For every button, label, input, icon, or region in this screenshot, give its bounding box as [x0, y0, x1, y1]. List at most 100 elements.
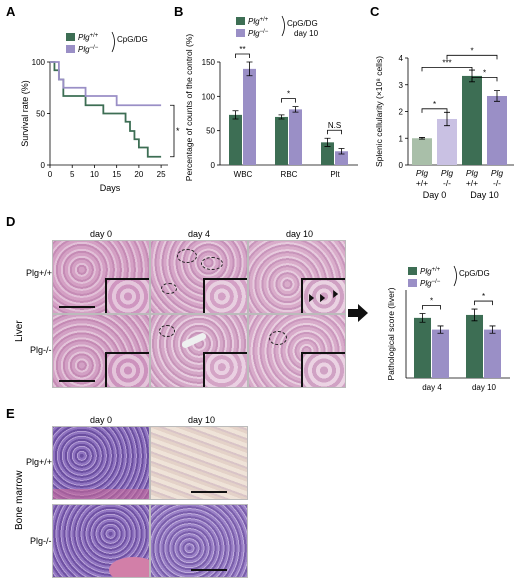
bm-micrograph-wt-day10 — [150, 426, 248, 500]
y-tick-label: 3 — [399, 81, 404, 90]
legend-swatch — [66, 45, 75, 53]
panel-label-a: A — [6, 4, 16, 19]
bar — [462, 75, 482, 165]
liver-tissue-label: Liver — [14, 320, 25, 342]
y-axis-label: Pathological score (liver) — [386, 287, 396, 380]
error-bar — [437, 325, 444, 334]
significance-bracket — [235, 53, 250, 58]
category-label: Plg — [416, 168, 429, 178]
scale-bar — [191, 569, 227, 571]
liver-row-wt: Plg+/+ — [26, 268, 53, 278]
bar — [437, 118, 457, 165]
legend-bracket-label: CpG/DG — [117, 35, 148, 44]
bar-wt — [466, 314, 483, 378]
arrowhead-icon — [308, 289, 338, 302]
error-bar — [419, 137, 425, 140]
bm-row-ko: Plg-/- — [30, 536, 52, 546]
y-tick-label: 4 — [399, 54, 404, 63]
category-label: RBC — [281, 170, 298, 179]
bar-wt — [275, 116, 288, 165]
legend-label: Plg−/− — [420, 279, 441, 288]
error-bar — [292, 106, 299, 113]
panel-label-d: D — [6, 214, 16, 229]
legend-swatch — [408, 267, 417, 275]
panel-label-b: B — [174, 4, 184, 19]
category-label: day 4 — [422, 383, 442, 392]
lesion-outline — [159, 325, 175, 337]
bone-marrow-tissue-label: Bone marrow — [14, 470, 25, 530]
y-tick-label: 150 — [202, 58, 216, 67]
category-genotype: -/- — [443, 178, 451, 188]
liver-micrograph-wt-day0 — [52, 240, 150, 314]
scale-bar — [59, 380, 95, 382]
y-tick-label: 0 — [41, 161, 46, 170]
legend-label: Plg+/+ — [248, 17, 269, 26]
category-genotype: -/- — [493, 178, 501, 188]
category-label: Plg — [491, 168, 504, 178]
x-axis-label: Days — [100, 183, 121, 193]
bar-wt — [414, 317, 431, 378]
significance-bracket — [422, 305, 441, 310]
panel-label-c: C — [370, 4, 380, 19]
significance-bracket — [170, 104, 175, 158]
group-label: Day 10 — [470, 190, 499, 200]
error-bar — [278, 114, 285, 120]
error-bar — [419, 313, 426, 323]
significance-label: ** — [239, 45, 245, 54]
legend-bracket-label: CpG/DG — [287, 19, 318, 28]
significance-bracket — [421, 66, 473, 72]
significance-label: * — [433, 100, 436, 109]
error-bar — [471, 308, 478, 322]
x-tick-label: 20 — [134, 170, 143, 179]
error-bar — [246, 61, 253, 77]
significance-bracket — [471, 77, 498, 82]
significance-label: N.S — [328, 121, 341, 130]
significance-label: * — [483, 68, 486, 77]
y-tick-label: 2 — [399, 108, 404, 117]
y-axis-label: Splenic cellularity (×10⁸ cells) — [374, 56, 384, 167]
category-genotype: +/+ — [466, 178, 478, 188]
legend-swatch — [408, 279, 417, 287]
legend-label: Plg+/+ — [78, 33, 99, 42]
y-tick-label: 100 — [202, 92, 216, 101]
bar-wt — [229, 114, 242, 165]
x-tick-label: 5 — [70, 170, 75, 179]
bm-micrograph-ko-day0 — [52, 504, 150, 578]
legend-label: Plg−/− — [78, 45, 99, 54]
bm-col-day0: day 0 — [90, 415, 113, 425]
significance-label: *** — [442, 58, 451, 67]
legend-bracket — [281, 15, 285, 37]
category-label: day 10 — [472, 383, 497, 392]
lesion-outline — [269, 331, 287, 345]
category-genotype: +/+ — [416, 178, 428, 188]
significance-bracket — [474, 300, 493, 306]
x-tick-label: 25 — [157, 170, 166, 179]
error-bar — [324, 137, 331, 147]
category-label: WBC — [234, 170, 253, 179]
y-tick-label: 100 — [32, 58, 46, 67]
legend-sub-label: day 10 — [294, 29, 319, 38]
y-axis-label: Survival rate (%) — [20, 80, 30, 147]
liver-row-ko: Plg-/- — [30, 345, 52, 355]
bar-ko — [289, 109, 302, 165]
legend-bracket — [453, 265, 457, 287]
liver-micrograph-ko-day0 — [52, 314, 150, 388]
significance-label: * — [430, 296, 433, 305]
bar-ko — [335, 151, 348, 165]
category-label: Plg — [441, 168, 454, 178]
bar-ko — [484, 329, 501, 378]
scale-bar — [59, 306, 95, 308]
bm-micrograph-wt-day0 — [52, 426, 150, 500]
y-tick-label: 50 — [36, 110, 45, 119]
liver-inset — [202, 277, 247, 313]
bar-wt — [321, 142, 334, 165]
lesion-outline — [161, 283, 177, 294]
legend-swatch — [236, 29, 245, 37]
survival-line-wt — [50, 61, 162, 158]
significance-bracket — [327, 129, 342, 135]
right-arrow-icon — [348, 304, 368, 322]
blood-counts-chart: 0 50 100 150 WBC ** RBC * Plt N.S Percentage of co… — [184, 15, 358, 181]
liver-col-day4: day 4 — [188, 229, 211, 239]
lesion-outline — [177, 249, 197, 263]
significance-label: * — [287, 90, 290, 99]
